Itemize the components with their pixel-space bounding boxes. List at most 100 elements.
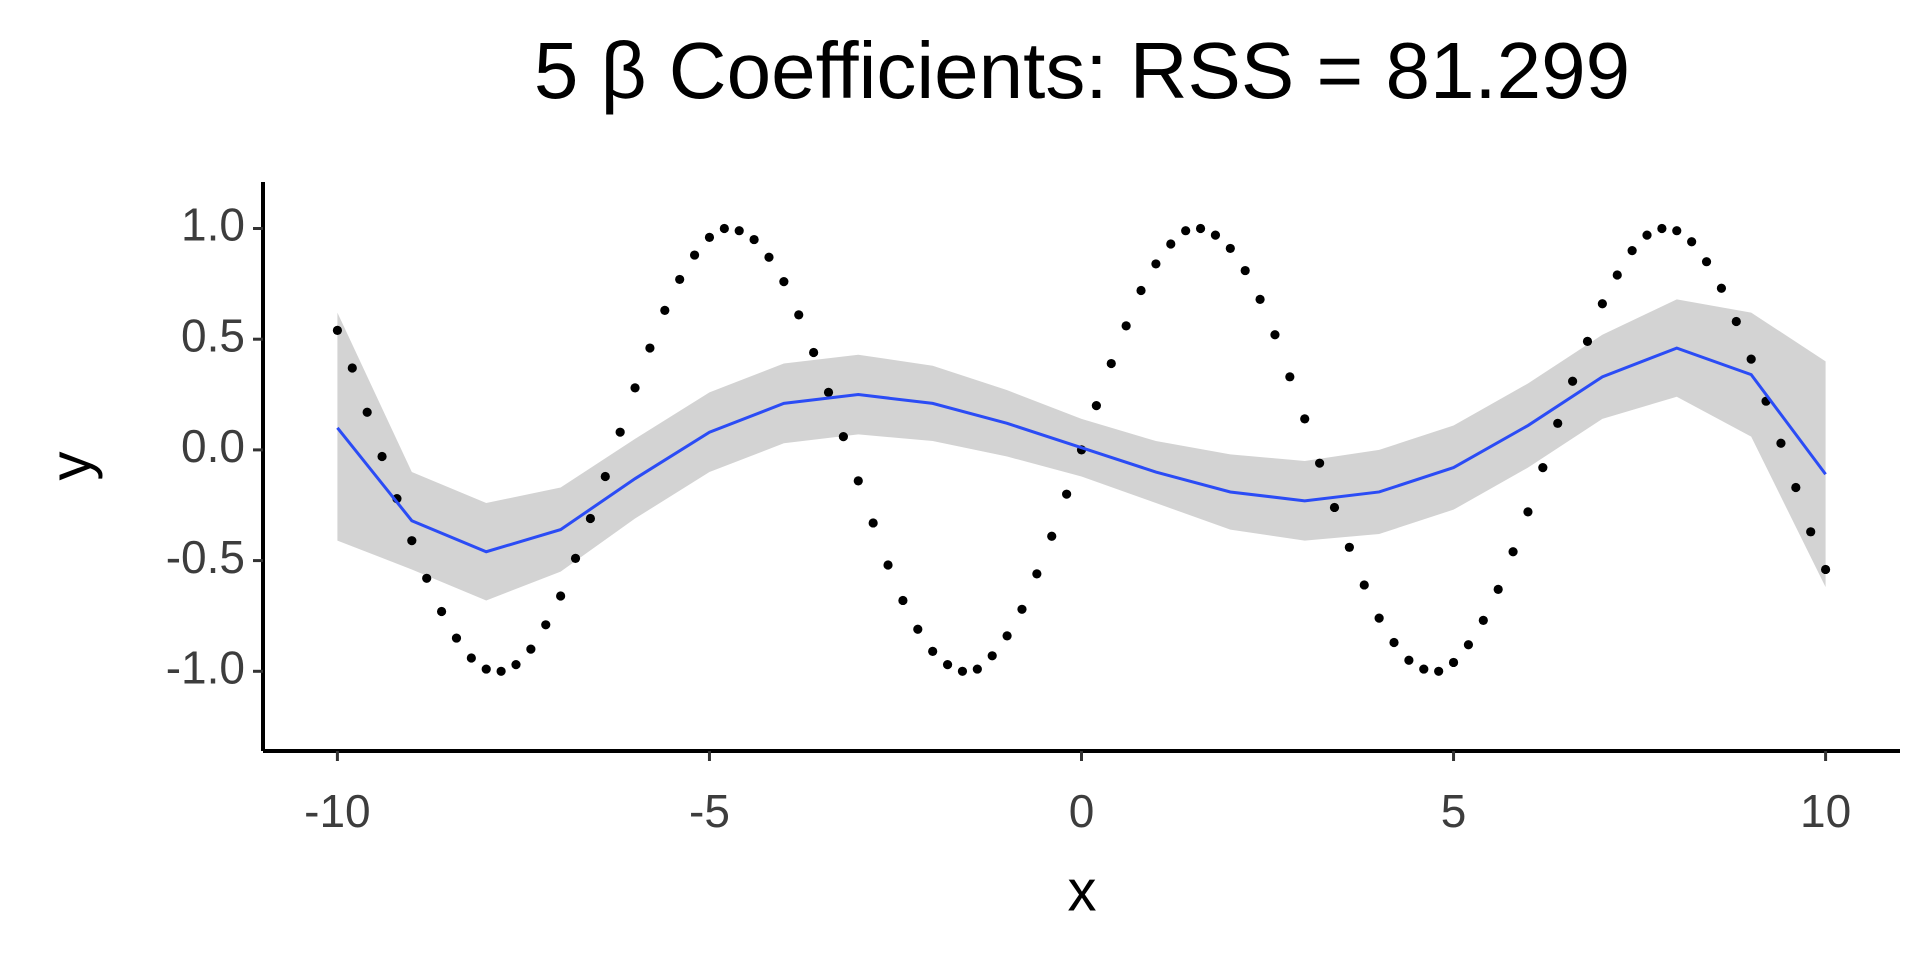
data-point: [779, 277, 789, 287]
data-point: [1478, 615, 1488, 625]
data-point: [1359, 580, 1369, 590]
data-point: [436, 606, 447, 617]
data-point: [451, 633, 462, 643]
data-point: [1240, 265, 1250, 276]
data-point: [511, 660, 521, 670]
data-point: [823, 387, 834, 397]
data-point: [1820, 564, 1831, 575]
data-point: [1746, 354, 1756, 364]
data-point: [1389, 637, 1399, 648]
data-point: [362, 407, 372, 417]
data-point: [645, 343, 655, 353]
data-point: [1270, 330, 1280, 340]
data-point: [332, 325, 343, 335]
x-axis-title: x: [1068, 858, 1097, 923]
data-point: [987, 651, 997, 661]
data-point: [1106, 358, 1116, 369]
data-point: [347, 363, 357, 373]
data-point: [1806, 527, 1816, 537]
data-point: [570, 553, 581, 563]
data-point: [1701, 257, 1712, 267]
data-point: [1181, 226, 1191, 236]
x-tick-label: 10: [1800, 785, 1851, 837]
data-point: [1463, 640, 1474, 650]
data-point: [1121, 321, 1131, 331]
data-point: [1062, 489, 1072, 499]
data-point: [1791, 482, 1801, 493]
data-point: [1136, 285, 1146, 296]
data-point: [585, 513, 596, 524]
data-point: [1166, 239, 1176, 249]
data-point: [422, 573, 432, 583]
data-point: [898, 595, 908, 606]
data-point: [1776, 438, 1786, 448]
data-point: [734, 226, 744, 236]
data-point: [1627, 246, 1637, 256]
data-point: [481, 664, 491, 674]
x-tick-label: 5: [1441, 785, 1467, 837]
data-point: [660, 305, 670, 316]
data-point: [1434, 666, 1444, 676]
data-point: [689, 250, 700, 260]
data-point: [1493, 584, 1503, 594]
data-point: [1582, 336, 1593, 347]
data-point: [1374, 613, 1384, 623]
y-tick-label: 0.5: [181, 309, 245, 361]
data-point: [838, 432, 848, 442]
data-point: [496, 666, 506, 676]
y-tick-label: 0.0: [181, 420, 245, 472]
data-point: [675, 274, 685, 285]
data-point: [1404, 655, 1414, 665]
data-point: [1419, 664, 1429, 674]
data-point: [1538, 463, 1548, 473]
data-point: [1151, 259, 1161, 269]
y-axis-title: y: [38, 452, 103, 481]
data-point: [1032, 569, 1042, 579]
y-tick-label: 1.0: [181, 199, 245, 251]
data-point: [1568, 376, 1578, 386]
data-point: [809, 347, 819, 358]
data-point: [1047, 531, 1057, 541]
data-point: [630, 383, 640, 393]
data-point: [407, 536, 417, 546]
data-point: [1642, 230, 1652, 240]
data-point: [377, 451, 387, 462]
data-point: [1002, 631, 1012, 641]
data-point: [1255, 294, 1265, 304]
data-point: [615, 427, 625, 437]
data-point: [1329, 502, 1340, 513]
data-point: [1508, 547, 1518, 557]
chart-title: 5 β Coefficients: RSS = 81.299: [534, 26, 1630, 115]
data-point: [883, 560, 893, 570]
data-point: [868, 518, 878, 528]
data-point: [794, 310, 804, 320]
data-point: [600, 471, 610, 482]
data-point: [1687, 237, 1697, 247]
y-tick-label: -0.5: [166, 531, 245, 583]
data-point: [1210, 230, 1221, 240]
x-tick-label: -5: [689, 785, 730, 837]
data-point: [1225, 243, 1235, 254]
data-point: [957, 666, 968, 676]
data-point: [942, 660, 953, 670]
y-tick-label: -1.0: [166, 641, 245, 693]
data-point: [1285, 372, 1295, 382]
data-point: [1672, 226, 1682, 236]
data-point: [1315, 458, 1325, 468]
x-tick-label: -10: [304, 785, 370, 837]
data-point: [1553, 418, 1563, 428]
data-point: [526, 644, 536, 654]
data-point: [928, 646, 938, 656]
data-point: [704, 232, 715, 242]
data-point: [1091, 401, 1101, 411]
data-point: [1716, 283, 1727, 293]
data-point: [749, 234, 759, 245]
data-point: [1657, 223, 1667, 234]
data-point: [1017, 604, 1027, 614]
data-point: [1448, 657, 1459, 668]
data-point: [764, 252, 774, 262]
data-point: [1731, 316, 1741, 327]
data-point: [1344, 542, 1354, 552]
data-point: [972, 664, 982, 674]
x-tick-label: 0: [1069, 785, 1095, 837]
